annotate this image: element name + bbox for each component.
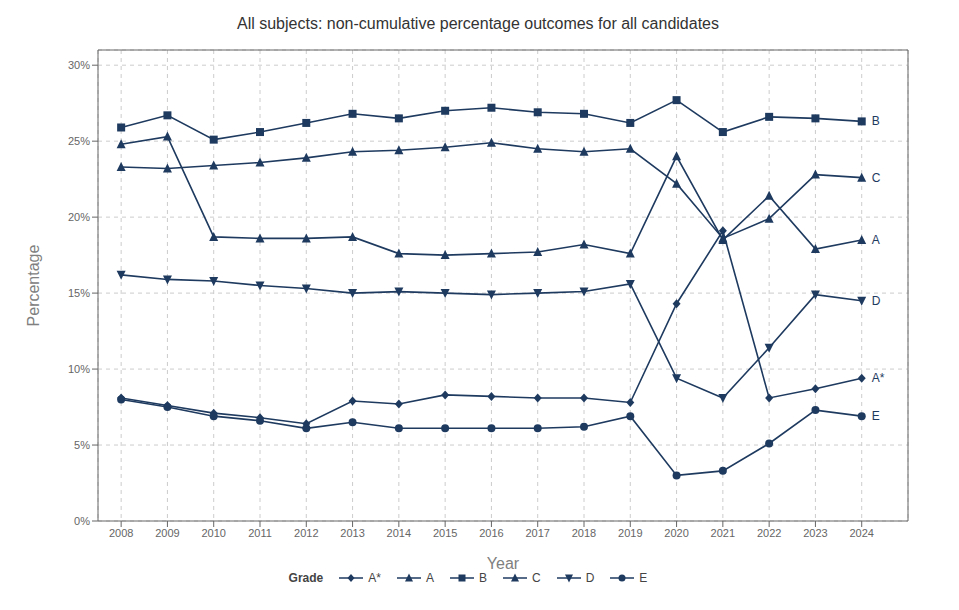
html-text:E: E bbox=[639, 571, 648, 585]
html-text:C: C bbox=[532, 571, 541, 585]
svg-text:Percentage: Percentage bbox=[25, 244, 42, 326]
html-text:A: A bbox=[426, 571, 434, 585]
svg-text:2020: 2020 bbox=[664, 527, 688, 539]
svg-text:20%: 20% bbox=[68, 211, 90, 223]
svg-text:2010: 2010 bbox=[201, 527, 225, 539]
svg-text:2012: 2012 bbox=[294, 527, 318, 539]
svg-text:0%: 0% bbox=[74, 515, 90, 527]
svg-text:A: A bbox=[872, 233, 880, 247]
html-text:A*: A* bbox=[368, 571, 381, 585]
svg-text:2017: 2017 bbox=[525, 527, 549, 539]
svg-text:C: C bbox=[872, 171, 881, 185]
svg-text:2018: 2018 bbox=[572, 527, 596, 539]
svg-text:2024: 2024 bbox=[849, 527, 873, 539]
svg-text:2021: 2021 bbox=[711, 527, 735, 539]
svg-text:2011: 2011 bbox=[248, 527, 272, 539]
html-text:All subjects: non-cumulative p: All subjects: non-cumulative percentage … bbox=[237, 15, 719, 32]
svg-text:2014: 2014 bbox=[387, 527, 411, 539]
svg-text:25%: 25% bbox=[68, 135, 90, 147]
svg-text:2019: 2019 bbox=[618, 527, 642, 539]
svg-text:5%: 5% bbox=[74, 439, 90, 451]
svg-text:A*: A* bbox=[872, 371, 885, 385]
svg-text:15%: 15% bbox=[68, 287, 90, 299]
svg-text:2013: 2013 bbox=[340, 527, 364, 539]
svg-text:E: E bbox=[872, 409, 880, 423]
svg-text:B: B bbox=[872, 114, 880, 128]
svg-text:2023: 2023 bbox=[803, 527, 827, 539]
svg-text:Year: Year bbox=[487, 555, 520, 572]
svg-text:2015: 2015 bbox=[433, 527, 457, 539]
html-text:B: B bbox=[479, 571, 487, 585]
svg-text:2022: 2022 bbox=[757, 527, 781, 539]
svg-text:2009: 2009 bbox=[155, 527, 179, 539]
svg-text:10%: 10% bbox=[68, 363, 90, 375]
svg-text:2016: 2016 bbox=[479, 527, 503, 539]
svg-text:2008: 2008 bbox=[109, 527, 133, 539]
html-text:Grade: Grade bbox=[288, 571, 324, 585]
svg-text:D: D bbox=[872, 294, 881, 308]
svg-text:30%: 30% bbox=[68, 59, 90, 71]
html-text:D: D bbox=[585, 571, 595, 585]
